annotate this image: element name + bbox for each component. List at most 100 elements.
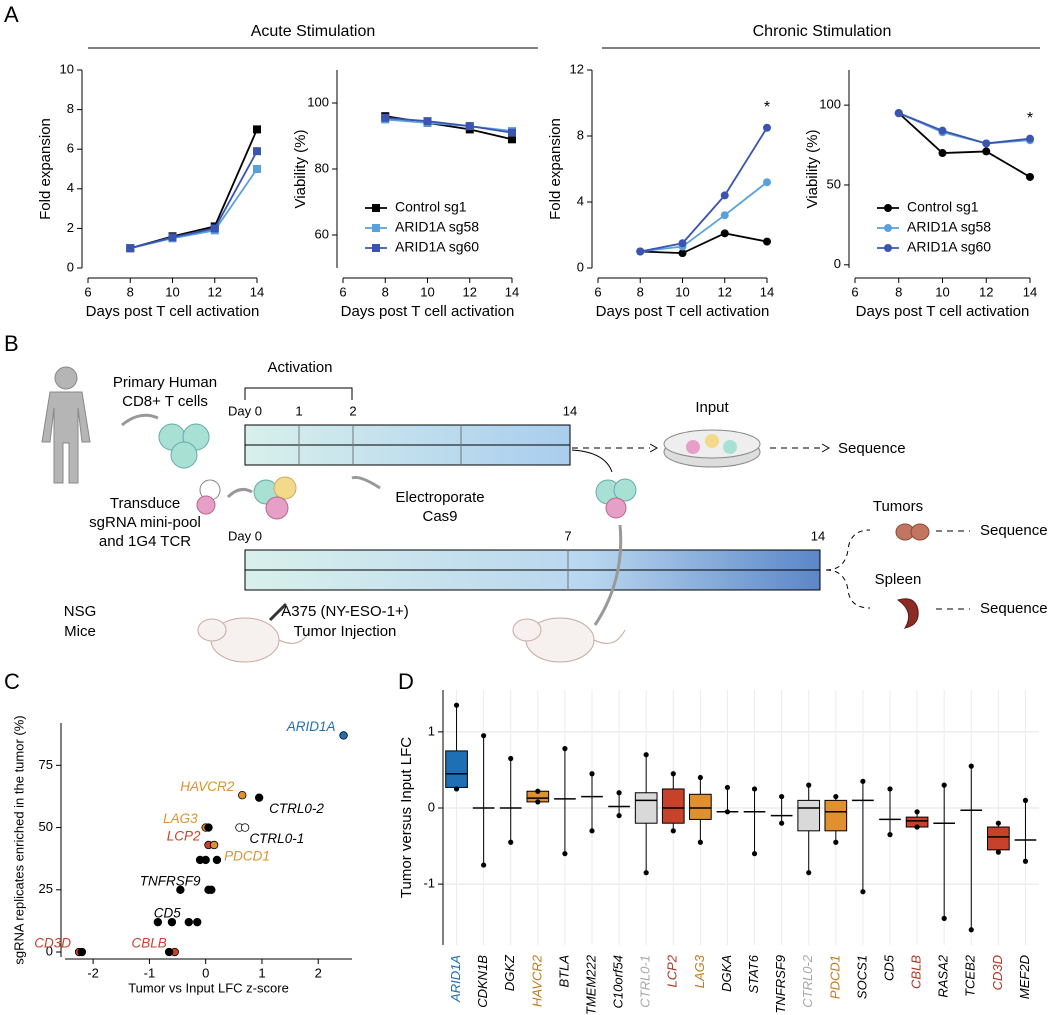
point — [176, 885, 185, 894]
x-axis-title: Tumor vs Input LFC z-score — [128, 980, 289, 995]
arrow — [593, 524, 623, 626]
point — [508, 755, 514, 762]
point — [238, 790, 247, 800]
point — [995, 820, 1001, 826]
point — [481, 862, 487, 868]
point — [209, 840, 219, 850]
x-tick-label: CD3D — [990, 955, 1005, 990]
series-line — [640, 127, 768, 253]
point-label: PDCD1 — [224, 849, 270, 864]
point — [678, 239, 687, 248]
point — [254, 793, 264, 802]
x-tick-label: CBLB — [909, 955, 924, 989]
point — [253, 125, 261, 134]
x-tick-label: SOCS1 — [854, 955, 869, 999]
point — [616, 790, 622, 796]
point — [508, 128, 516, 137]
y-tick-label: 0 — [46, 943, 53, 958]
x-tick-label: 12 — [463, 284, 477, 299]
day-label: Day 0 — [228, 403, 262, 418]
plot-background — [443, 690, 1039, 945]
point — [636, 247, 645, 256]
y-tick-label: 100 — [307, 94, 329, 109]
arrowhead — [649, 443, 659, 453]
point — [465, 122, 474, 131]
x-tick-label: ARID1A — [448, 955, 463, 1003]
point-label: CTRL0-2 — [269, 801, 324, 816]
mouse-icon — [197, 617, 626, 663]
x-tick-label: 10 — [165, 284, 179, 299]
y-tick-label: -1 — [423, 876, 435, 891]
legend-label: ARID1A sg60 — [907, 239, 991, 255]
legend-label: ARID1A sg58 — [907, 219, 991, 235]
legend-marker — [884, 204, 892, 212]
y-axis-title: sgRNA replicates enriched in the tumor (… — [11, 715, 26, 964]
x-tick-label: 0 — [202, 965, 209, 980]
y-tick-label: 0 — [834, 256, 841, 271]
x-tick-label: 8 — [127, 284, 134, 299]
arrow — [226, 487, 253, 499]
point — [724, 809, 731, 815]
x-tick-label: 8 — [895, 284, 902, 299]
legend-marker — [884, 224, 892, 232]
point — [240, 823, 250, 832]
point — [720, 229, 729, 238]
label: Electroporate — [395, 489, 484, 506]
series-line — [898, 112, 1031, 178]
y-tick-label: 4 — [577, 193, 584, 208]
point — [833, 793, 839, 800]
point — [751, 786, 758, 792]
box — [661, 788, 685, 824]
point — [204, 823, 213, 832]
arrow — [351, 476, 381, 490]
y-tick-label: 0 — [67, 259, 74, 274]
point — [806, 782, 812, 788]
point — [720, 191, 729, 200]
point — [670, 828, 676, 834]
point — [670, 771, 676, 777]
point — [207, 885, 216, 894]
y-tick-label: 75 — [39, 757, 53, 772]
x-tick-label: MEF2D — [1017, 955, 1032, 999]
y-tick-label: 25 — [39, 881, 53, 896]
legend-label: ARID1A sg58 — [395, 219, 479, 235]
group-header: Chronic Stimulation — [753, 23, 892, 40]
day-label: 1 — [295, 403, 302, 418]
x-tick-label: 14 — [505, 284, 519, 299]
arrow — [825, 529, 871, 571]
x-tick-label: CTRL0-1 — [638, 955, 653, 1008]
point — [1022, 797, 1029, 803]
label: Input — [695, 399, 729, 416]
point — [982, 139, 991, 148]
day-label: 14 — [563, 403, 577, 418]
panel-label: C — [4, 669, 20, 694]
x-tick-label: 10 — [420, 284, 434, 299]
x-tick-label: 12 — [208, 284, 222, 299]
box — [689, 793, 712, 820]
day-label: 2 — [349, 403, 356, 418]
point — [167, 917, 177, 927]
legend-marker — [372, 244, 380, 252]
x-tick-label: C10orf54 — [611, 955, 626, 1008]
y-tick-label: 100 — [819, 97, 841, 112]
y-tick-label: 0 — [577, 259, 584, 274]
x-tick-label: LCP2 — [665, 954, 680, 987]
arrow — [121, 413, 159, 427]
point — [562, 851, 568, 857]
legend-label: Control sg1 — [395, 199, 467, 215]
point — [77, 947, 87, 957]
series-line — [898, 112, 1031, 145]
point — [1026, 172, 1034, 181]
point — [806, 870, 812, 876]
x-tick-label: 2 — [315, 965, 322, 980]
point — [153, 917, 163, 927]
y-tick-label: 1 — [428, 723, 435, 738]
point-label: ARID1A — [286, 719, 336, 734]
x-tick-label: 10 — [675, 284, 689, 299]
point-label: CBLB — [131, 936, 166, 951]
point — [982, 147, 991, 156]
tumor-icon — [895, 523, 930, 541]
x-tick-label: 12 — [979, 284, 993, 299]
x-tick-label: HAVCR2 — [529, 954, 544, 1007]
